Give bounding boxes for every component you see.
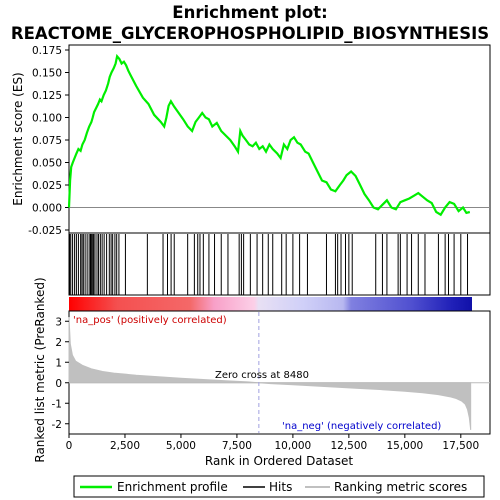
- positive-correlation-label: 'na_pos' (positively correlated): [73, 315, 227, 326]
- metric-y-tick-label: -1: [52, 398, 62, 410]
- legend-enrichment-profile-label: Enrichment profile: [117, 480, 228, 494]
- legend: Enrichment profile Hits Ranking metric s…: [73, 475, 485, 498]
- metric-panel-frame: [68, 310, 491, 435]
- metric-panel: 3 2 1 0 -1 -2 0 2,500 5,000 7,500 10,000 12,500 15,…: [33, 277, 491, 468]
- x-tick-label: 0: [66, 440, 73, 452]
- rank-color-bar: [69, 297, 472, 311]
- hit-markers: [69, 234, 469, 295]
- x-tick-label: 10,000: [275, 440, 312, 452]
- x-tick-label: 2,500: [110, 440, 140, 452]
- ranking-metric-area: [68, 317, 472, 430]
- chart-title-line2: REACTOME_GLYCEROPHOSPHOLIPID_BIOSYNTHESI…: [11, 24, 489, 43]
- legend-hits-label: Hits: [269, 480, 292, 494]
- metric-y-axis-label: Ranked list metric (PreRanked): [33, 277, 47, 462]
- metric-y-tick-label: 2: [55, 337, 62, 349]
- es-y-tick-label: 0.075: [32, 135, 62, 147]
- es-panel: 0.175 0.150 0.125 0.100 0.075 0.050 0.025 0.000…: [11, 44, 491, 237]
- x-tick-label: 7,500: [222, 440, 252, 452]
- legend-box: [73, 475, 485, 498]
- metric-y-tick-label: 3: [55, 316, 62, 328]
- es-y-tick-label: 0.100: [32, 113, 62, 125]
- chart-title-line1: Enrichment plot:: [172, 3, 327, 22]
- x-tick-label: 12,500: [330, 440, 367, 452]
- es-y-axis: 0.175 0.150 0.125 0.100 0.075 0.050 0.025 0.000…: [28, 45, 69, 237]
- zero-cross-label: Zero cross at 8480: [215, 370, 309, 381]
- x-axis-label: Rank in Ordered Dataset: [205, 454, 353, 468]
- enrichment-profile-line: [67, 53, 471, 217]
- es-y-tick-label: 0.025: [32, 180, 62, 192]
- metric-y-tick-label: 1: [55, 357, 62, 369]
- es-y-tick-label: -0.025: [28, 225, 62, 237]
- es-y-tick-label: 0.150: [32, 68, 62, 80]
- es-panel-frame: [68, 44, 491, 234]
- metric-y-tick-label: -2: [52, 419, 62, 431]
- x-tick-label: 17,500: [442, 440, 479, 452]
- hits-panel-frame: [68, 232, 491, 296]
- es-y-tick-label: 0.175: [32, 45, 62, 57]
- metric-y-axis: 3 2 1 0 -1 -2: [52, 316, 69, 431]
- negative-correlation-label: 'na_neg' (negatively correlated): [282, 421, 441, 432]
- hits-panel: [68, 232, 491, 296]
- es-y-tick-label: 0.050: [32, 158, 62, 170]
- x-tick-label: 5,000: [166, 440, 196, 452]
- es-y-tick-label: 0.000: [32, 203, 62, 215]
- x-tick-label: 15,000: [386, 440, 423, 452]
- es-y-tick-label: 0.125: [32, 90, 62, 102]
- metric-y-tick-label: 0: [55, 378, 62, 390]
- rank-color-gradient: [69, 297, 472, 311]
- legend-ranking-metric-label: Ranking metric scores: [334, 480, 467, 494]
- es-y-axis-label: Enrichment score (ES): [11, 72, 25, 205]
- metric-x-axis: 0 2,500 5,000 7,500 10,000 12,500 15,000 17,500: [66, 434, 479, 452]
